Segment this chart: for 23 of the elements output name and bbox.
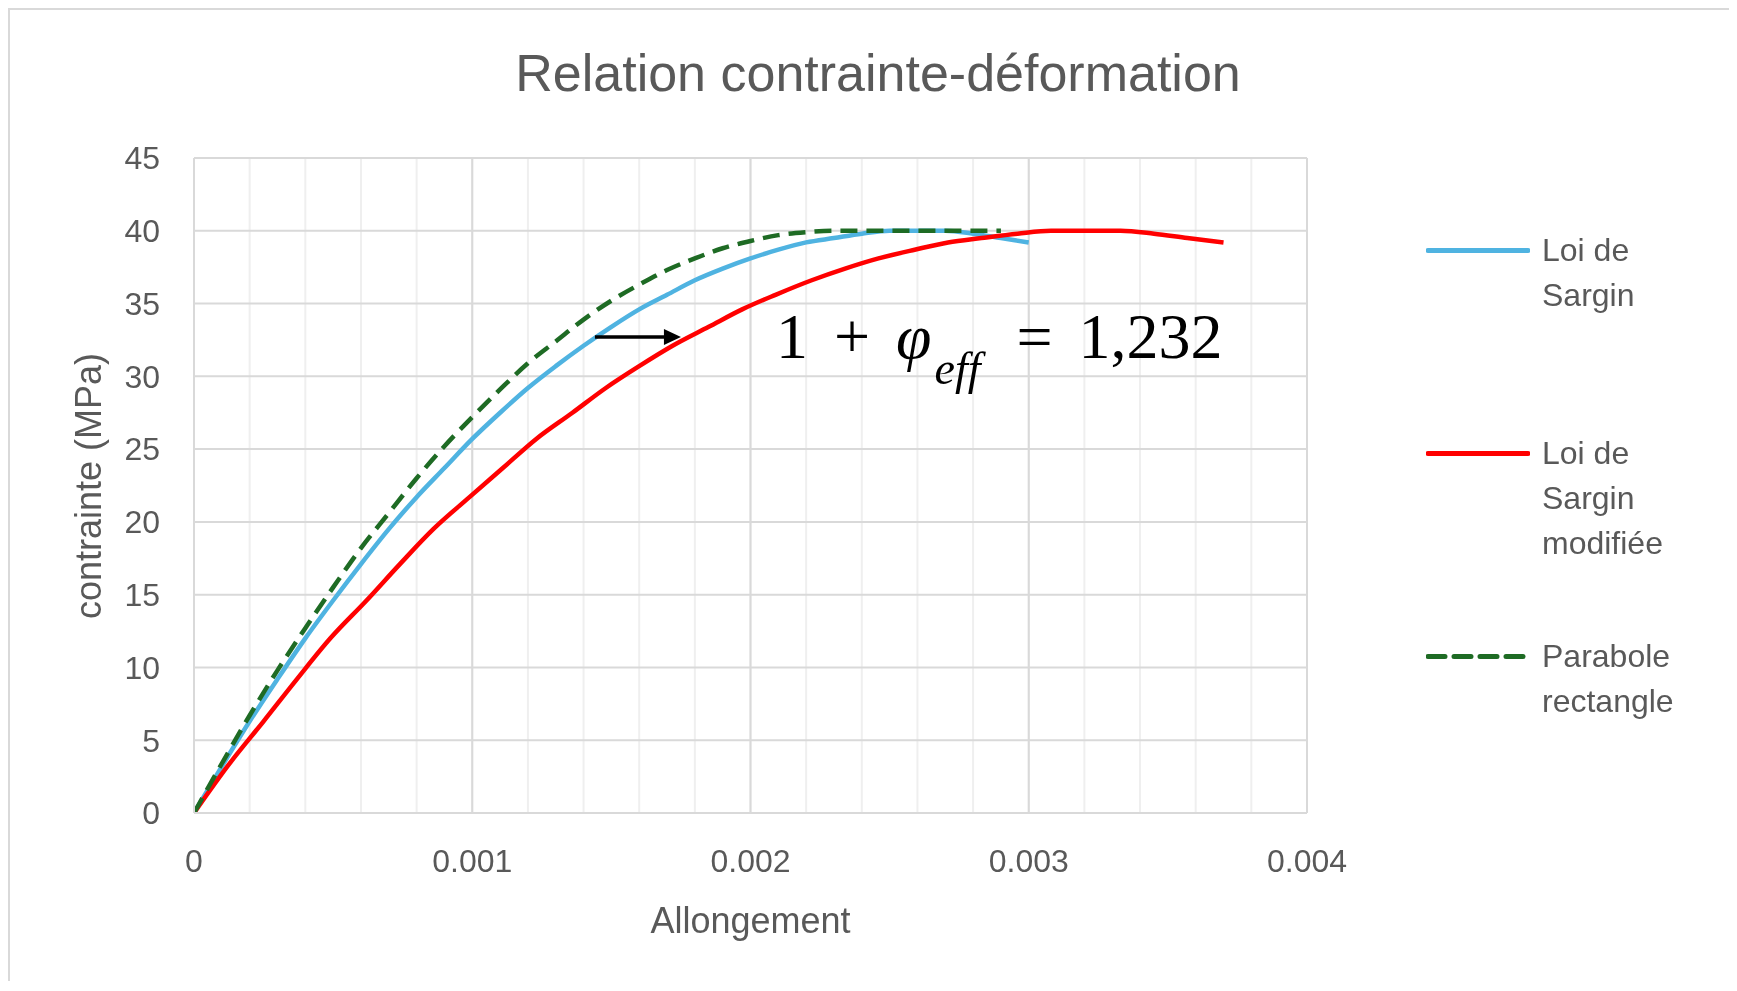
y-tick-label: 30 — [124, 358, 160, 395]
y-tick-label: 0 — [142, 795, 160, 832]
y-tick-label: 10 — [124, 649, 160, 686]
y-tick-label: 35 — [124, 285, 160, 322]
line-series — [194, 228, 1226, 813]
y-axis-title: contrainte (MPa) — [67, 351, 110, 621]
y-tick-label: 25 — [124, 431, 160, 468]
x-tick-label: 0.001 — [432, 842, 513, 879]
chart-title: Relation contrainte-déformation — [514, 43, 1242, 103]
legend-label: Parabole rectangle — [1542, 637, 1675, 721]
x-tick-label: 0.004 — [1266, 842, 1348, 879]
y-tick-label: 20 — [124, 504, 160, 541]
y-tick-label: 45 — [124, 140, 160, 177]
legend-label: Loi de Sargin modifiée — [1542, 434, 1664, 563]
x-tick-label: 0 — [185, 842, 203, 879]
y-tick-label: 5 — [142, 722, 160, 759]
x-axis-title: Allongement — [649, 899, 852, 943]
x-tick-label: 0.003 — [988, 842, 1069, 879]
legend-label: Loi de Sargin — [1542, 231, 1636, 315]
y-tick-label: 15 — [124, 577, 160, 614]
annotation: 1 + φ$_{eff}$ = 1,232 — [775, 301, 1223, 394]
x-tick-label: 0.002 — [710, 842, 791, 879]
y-tick-label: 40 — [124, 213, 160, 250]
